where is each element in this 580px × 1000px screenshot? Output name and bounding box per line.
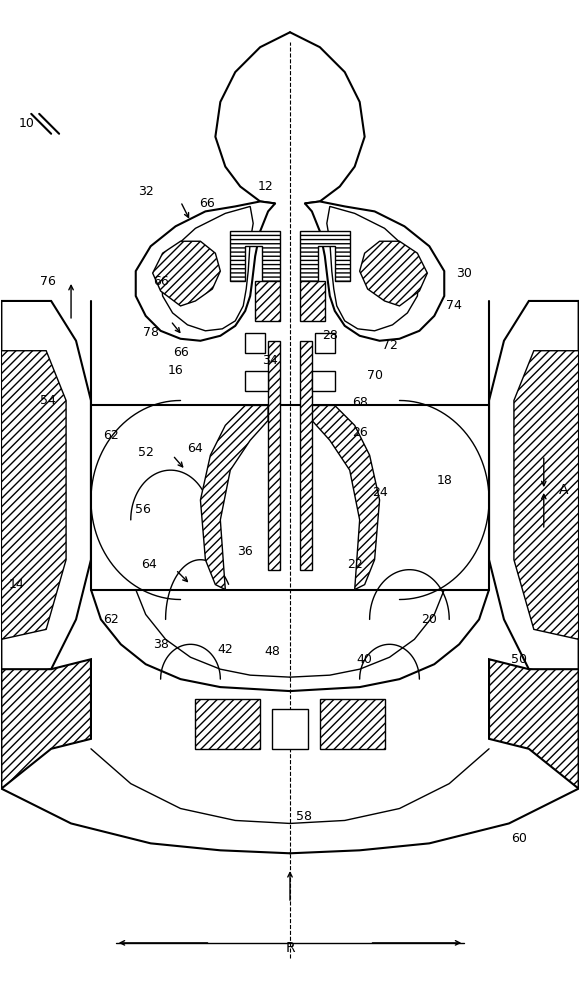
Text: 50: 50 bbox=[511, 653, 527, 666]
Text: 52: 52 bbox=[138, 446, 154, 459]
Text: 78: 78 bbox=[143, 326, 159, 339]
Polygon shape bbox=[315, 333, 335, 353]
Text: 42: 42 bbox=[218, 643, 233, 656]
Polygon shape bbox=[1, 351, 66, 639]
Polygon shape bbox=[514, 351, 579, 639]
Polygon shape bbox=[489, 301, 579, 679]
Text: 64: 64 bbox=[141, 558, 157, 571]
Text: A: A bbox=[559, 483, 568, 497]
Text: 74: 74 bbox=[446, 299, 462, 312]
Text: 32: 32 bbox=[138, 185, 154, 198]
Polygon shape bbox=[489, 659, 579, 789]
Text: 26: 26 bbox=[352, 426, 368, 439]
Polygon shape bbox=[255, 281, 280, 321]
Text: 64: 64 bbox=[187, 442, 204, 455]
Text: 66: 66 bbox=[153, 275, 169, 288]
Text: R: R bbox=[285, 941, 295, 955]
Polygon shape bbox=[300, 341, 312, 570]
Text: 66: 66 bbox=[173, 346, 189, 359]
Text: 40: 40 bbox=[357, 653, 372, 666]
Polygon shape bbox=[1, 659, 91, 789]
Polygon shape bbox=[300, 281, 325, 321]
Polygon shape bbox=[305, 201, 444, 341]
Polygon shape bbox=[1, 301, 91, 679]
Text: 56: 56 bbox=[135, 503, 151, 516]
Polygon shape bbox=[272, 709, 308, 749]
Text: 48: 48 bbox=[264, 645, 280, 658]
Text: 66: 66 bbox=[200, 197, 215, 210]
Text: 38: 38 bbox=[153, 638, 169, 651]
Text: 36: 36 bbox=[237, 545, 253, 558]
Text: 58: 58 bbox=[296, 810, 312, 823]
Text: 24: 24 bbox=[372, 486, 387, 499]
Text: 34: 34 bbox=[262, 354, 278, 367]
Polygon shape bbox=[312, 405, 379, 590]
Text: 12: 12 bbox=[258, 180, 273, 193]
Polygon shape bbox=[300, 231, 350, 281]
Polygon shape bbox=[245, 333, 265, 353]
Text: 54: 54 bbox=[40, 394, 56, 407]
Text: 20: 20 bbox=[422, 613, 437, 626]
Text: 60: 60 bbox=[511, 832, 527, 845]
Text: 62: 62 bbox=[103, 613, 119, 626]
Polygon shape bbox=[327, 206, 419, 331]
Text: 28: 28 bbox=[322, 329, 338, 342]
Polygon shape bbox=[153, 241, 220, 306]
Text: 10: 10 bbox=[19, 117, 34, 130]
Polygon shape bbox=[230, 231, 280, 281]
Text: 18: 18 bbox=[436, 474, 452, 487]
Polygon shape bbox=[161, 206, 253, 331]
Text: 16: 16 bbox=[168, 364, 183, 377]
Polygon shape bbox=[320, 699, 385, 749]
Text: 62: 62 bbox=[103, 429, 119, 442]
Text: 72: 72 bbox=[382, 339, 397, 352]
Text: 68: 68 bbox=[351, 396, 368, 409]
Polygon shape bbox=[312, 371, 335, 391]
Text: 76: 76 bbox=[40, 275, 56, 288]
Polygon shape bbox=[195, 699, 260, 749]
Polygon shape bbox=[136, 201, 275, 341]
Polygon shape bbox=[360, 241, 427, 306]
Text: 22: 22 bbox=[347, 558, 362, 571]
Polygon shape bbox=[201, 405, 268, 590]
Polygon shape bbox=[245, 371, 268, 391]
Text: 30: 30 bbox=[456, 267, 472, 280]
Text: 14: 14 bbox=[9, 578, 24, 591]
Polygon shape bbox=[268, 341, 280, 570]
Text: 70: 70 bbox=[367, 369, 383, 382]
